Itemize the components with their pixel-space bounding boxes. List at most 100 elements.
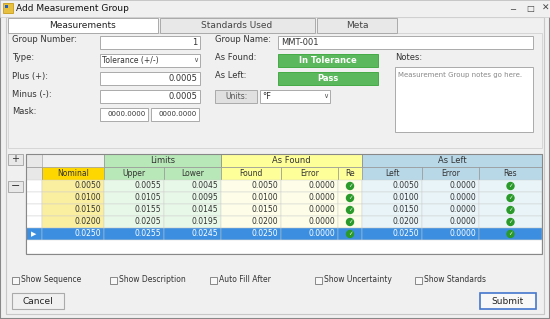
Text: 0.0050: 0.0050 [392,182,419,190]
Text: □: □ [526,4,534,13]
Text: Tolerance (+/-): Tolerance (+/-) [102,56,158,65]
Bar [422,180,479,192]
Text: ∨: ∨ [323,93,328,100]
Text: 0.0005: 0.0005 [168,92,197,101]
Bar [164,216,221,228]
Circle shape [507,182,514,189]
Bar [362,216,422,228]
Bar [8,33,542,148]
Bar [221,204,281,216]
Bar [479,228,542,240]
Text: As Found: As Found [272,156,311,165]
Text: 0.0200: 0.0200 [74,218,101,226]
Bar [278,54,378,67]
Text: Limits: Limits [150,156,175,165]
Text: 0.0000: 0.0000 [449,218,476,226]
Circle shape [507,219,514,226]
Bar [104,204,164,216]
Text: 0.0000: 0.0000 [308,205,335,214]
Bar [26,167,42,180]
Circle shape [507,195,514,202]
Text: In Tolerance: In Tolerance [299,56,357,65]
Bar [26,180,42,192]
Bar [164,228,221,240]
Bar [8,154,23,165]
Text: °F: °F [262,92,271,101]
Text: Measurements: Measurements [50,21,117,30]
Text: ✓: ✓ [508,196,513,201]
Bar [26,192,42,204]
Text: 0.0145: 0.0145 [191,205,218,214]
Text: +: + [12,154,19,165]
Bar [104,180,164,192]
Bar [151,108,199,121]
Text: ∨: ∨ [193,57,198,63]
Bar [281,192,338,204]
Text: 1: 1 [192,38,197,47]
Circle shape [346,219,354,226]
Circle shape [346,231,354,238]
Text: Error: Error [300,169,319,178]
Bar [362,228,422,240]
Bar [479,167,542,180]
Text: Show Description: Show Description [119,276,186,285]
Bar [8,181,23,192]
Text: 0.0000: 0.0000 [308,218,335,226]
Bar [42,180,104,192]
Text: 0.0000: 0.0000 [449,229,476,239]
Bar [8,18,158,33]
Bar [221,167,281,180]
Text: Found: Found [239,169,263,178]
Text: ✓: ✓ [348,183,353,189]
Bar [278,36,533,49]
Text: Error: Error [441,169,460,178]
Text: 0.0095: 0.0095 [191,194,218,203]
Bar [42,228,104,240]
Text: 0.0000: 0.0000 [308,182,335,190]
Bar [315,277,322,284]
Bar [479,216,542,228]
Circle shape [507,231,514,238]
Text: ✓: ✓ [348,219,353,225]
Bar [164,180,221,192]
Text: Show Uncertainty: Show Uncertainty [324,276,392,285]
Text: 0.0050: 0.0050 [251,182,278,190]
Bar [42,192,104,204]
Bar [221,154,362,167]
Text: Nominal: Nominal [57,169,89,178]
Text: 0.0250: 0.0250 [251,229,278,239]
Bar [422,167,479,180]
Text: ✓: ✓ [508,232,513,236]
Text: 0.0000: 0.0000 [308,194,335,203]
Text: ✓: ✓ [508,207,513,212]
Text: Cancel: Cancel [23,296,53,306]
Bar [26,154,42,167]
Bar [362,204,422,216]
Text: Meta: Meta [346,21,368,30]
Bar [281,204,338,216]
Text: 0.0245: 0.0245 [191,229,218,239]
Bar [104,216,164,228]
Text: Measurement Group notes go here.: Measurement Group notes go here. [398,72,522,78]
Text: 0.0255: 0.0255 [134,229,161,239]
Text: 0.0155: 0.0155 [134,205,161,214]
Circle shape [346,182,354,189]
Text: Show Standards: Show Standards [424,276,486,285]
Text: As Found:: As Found: [215,54,256,63]
Bar [221,216,281,228]
Bar [104,154,221,167]
Text: 0.0250: 0.0250 [392,229,419,239]
Bar [480,293,536,309]
Text: ✕: ✕ [542,4,549,13]
Text: Upper: Upper [123,169,146,178]
Bar [422,228,479,240]
Text: 0.0200: 0.0200 [392,218,419,226]
Text: 0.0055: 0.0055 [134,182,161,190]
Text: Show Sequence: Show Sequence [21,276,81,285]
Bar [281,180,338,192]
Bar [104,167,164,180]
Bar [5,5,8,8]
Bar [338,192,362,204]
Bar [12,293,64,309]
Text: ─: ─ [510,4,515,13]
